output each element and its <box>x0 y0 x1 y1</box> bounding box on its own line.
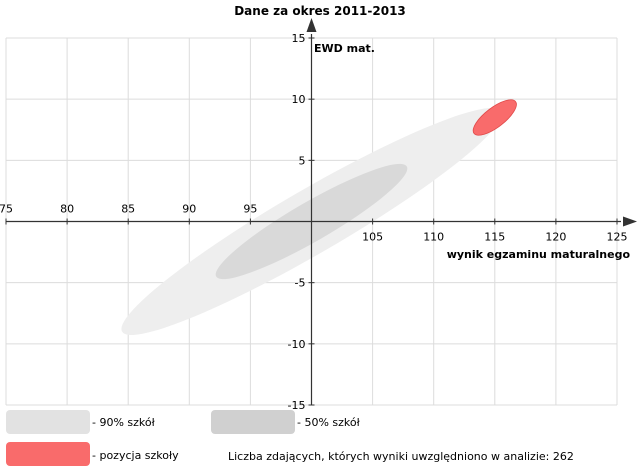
ellipse-school <box>472 99 517 136</box>
x-tick-label: 115 <box>484 231 505 244</box>
y-axis-label: EWD mat. <box>314 42 375 55</box>
x-tick-label: 120 <box>545 231 566 244</box>
legend-label-90: - 90% szkół <box>92 416 155 429</box>
chart-title: Dane za okres 2011-2013 <box>234 4 406 18</box>
x-axis-label: wynik egzaminu maturalnego <box>447 248 631 261</box>
x-tick-label: 125 <box>607 231 628 244</box>
legend-label-school: - pozycja szkoły <box>92 449 179 462</box>
x-tick-label: 110 <box>423 231 444 244</box>
y-tick-label: 5 <box>299 154 306 167</box>
y-tick-label: -15 <box>288 399 306 412</box>
y-tick-label: -5 <box>295 277 306 290</box>
legend-note: Liczba zdających, których wyniki uwzględ… <box>228 450 574 463</box>
x-tick-label: 105 <box>362 231 383 244</box>
x-axis-arrow <box>623 216 637 227</box>
legend-swatch-50 <box>211 410 295 434</box>
x-tick-label: 80 <box>60 203 74 216</box>
axes <box>5 18 637 406</box>
x-tick-label: 85 <box>121 203 135 216</box>
y-tick-label: -10 <box>288 338 306 351</box>
y-tick-label: 15 <box>292 32 306 45</box>
legend-swatch-school <box>6 442 90 466</box>
legend-swatch-90 <box>6 410 90 434</box>
y-axis-arrow <box>306 18 317 32</box>
x-tick-label: 75 <box>0 203 13 216</box>
x-tick-label: 95 <box>243 203 257 216</box>
y-tick-label: 10 <box>292 93 306 106</box>
x-tick-label: 90 <box>182 203 196 216</box>
legend-label-50: - 50% szkół <box>297 416 360 429</box>
